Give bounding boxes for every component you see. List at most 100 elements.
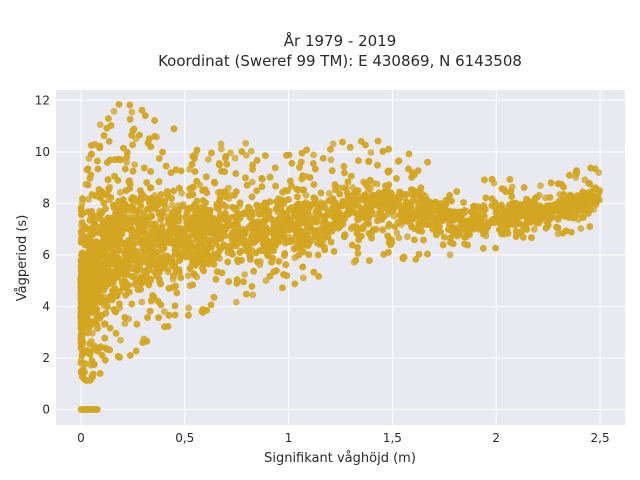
data-point <box>591 165 599 173</box>
data-point <box>285 226 293 234</box>
data-point <box>225 242 233 250</box>
data-point <box>502 220 509 228</box>
data-point <box>424 158 431 166</box>
data-point <box>447 239 454 246</box>
data-point <box>572 168 580 176</box>
data-point <box>541 213 548 221</box>
data-point <box>138 279 145 287</box>
data-point <box>147 297 155 305</box>
data-point <box>327 156 335 164</box>
data-point <box>248 193 256 201</box>
data-point <box>537 182 544 190</box>
data-point <box>128 300 136 308</box>
data-point <box>249 211 256 219</box>
data-point <box>249 161 256 169</box>
data-point <box>288 159 296 167</box>
data-point <box>309 160 317 167</box>
data-point <box>393 229 401 237</box>
data-point <box>107 243 115 251</box>
data-point <box>482 194 490 202</box>
data-point <box>355 202 362 210</box>
data-point <box>152 249 160 257</box>
data-point <box>100 132 108 140</box>
data-point <box>199 197 207 204</box>
data-point <box>117 336 124 344</box>
data-point <box>185 192 193 199</box>
data-point <box>400 217 408 225</box>
data-point <box>399 254 407 262</box>
data-point <box>411 236 418 244</box>
data-point <box>340 216 348 223</box>
data-point <box>221 232 229 240</box>
data-point <box>332 186 339 194</box>
data-point <box>341 232 348 240</box>
data-point <box>146 307 154 315</box>
data-point <box>247 147 255 155</box>
data-point <box>128 273 136 280</box>
data-point <box>485 219 493 226</box>
data-point <box>188 160 196 168</box>
data-point <box>280 271 287 278</box>
data-point <box>378 205 385 212</box>
data-point <box>147 168 155 175</box>
data-point <box>330 248 338 255</box>
data-point <box>100 199 108 207</box>
data-point <box>246 255 254 263</box>
data-point <box>217 145 225 153</box>
data-point <box>262 277 270 284</box>
data-point <box>114 353 122 360</box>
data-point <box>506 176 514 183</box>
data-point <box>177 167 185 175</box>
data-point <box>116 189 124 196</box>
data-point <box>129 167 137 175</box>
data-point <box>232 235 240 243</box>
data-point <box>170 125 178 133</box>
data-point <box>101 356 109 364</box>
data-point <box>107 122 115 129</box>
data-point <box>143 277 151 284</box>
data-point <box>223 160 231 168</box>
data-point <box>295 251 303 259</box>
data-point <box>115 216 122 224</box>
data-point <box>592 185 600 193</box>
data-point <box>298 149 306 157</box>
data-point <box>522 198 530 206</box>
data-point <box>91 216 99 224</box>
data-point <box>559 229 567 237</box>
data-point <box>253 187 261 195</box>
data-point <box>231 154 239 162</box>
data-point <box>110 107 118 115</box>
data-point <box>354 244 361 251</box>
data-point <box>322 219 329 226</box>
data-point <box>528 234 535 242</box>
data-point <box>97 192 104 200</box>
data-point <box>185 311 192 319</box>
data-point <box>134 207 141 215</box>
data-point <box>296 163 303 171</box>
data-point <box>157 301 165 309</box>
data-point <box>178 241 186 249</box>
data-point <box>504 229 512 237</box>
data-point <box>85 195 92 203</box>
data-point <box>523 226 531 233</box>
data-point <box>455 230 463 238</box>
data-point <box>519 233 527 241</box>
data-point <box>253 258 261 266</box>
data-point <box>258 175 266 182</box>
data-point <box>586 223 594 230</box>
data-point <box>126 352 134 359</box>
data-point <box>101 334 109 342</box>
data-point <box>236 199 244 207</box>
data-point <box>422 203 430 211</box>
data-point <box>105 138 113 145</box>
data-point <box>208 149 215 157</box>
data-point <box>395 157 403 165</box>
data-point <box>312 165 319 173</box>
data-point <box>500 185 508 193</box>
data-point <box>420 197 428 205</box>
data-point <box>472 219 480 226</box>
data-point <box>319 155 327 162</box>
data-point <box>117 156 124 164</box>
data-point <box>272 182 279 190</box>
data-point <box>104 176 112 184</box>
